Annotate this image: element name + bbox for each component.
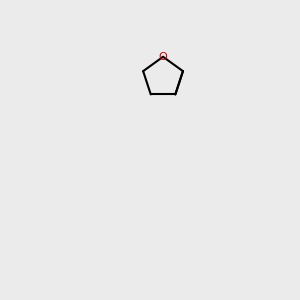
Text: O: O <box>159 52 167 62</box>
